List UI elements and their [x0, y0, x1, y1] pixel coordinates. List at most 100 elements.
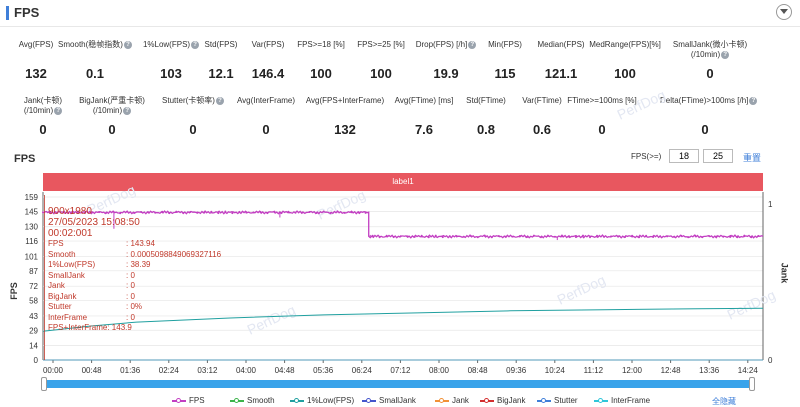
- fps-point: [252, 211, 255, 214]
- y-tick-label: 116: [25, 237, 38, 246]
- fps-point: [574, 236, 577, 239]
- legend-swatch-icon: [594, 397, 608, 403]
- fps-point: [336, 210, 339, 213]
- fps-point: [329, 212, 332, 215]
- fps-point: [63, 210, 66, 213]
- x-tick-label: 11:12: [584, 366, 604, 375]
- reset-link[interactable]: 重置: [743, 153, 762, 163]
- y-tick-label: 145: [25, 207, 39, 216]
- fps-point: [301, 211, 304, 214]
- stat-stats_row2-3: Avg(InterFrame) 0: [221, 96, 311, 137]
- fps-point: [539, 236, 542, 239]
- tooltip-key: Smooth: [48, 249, 76, 259]
- stat-label-text: Avg(FPS+InterFrame): [305, 96, 385, 105]
- legend-item[interactable]: FPS: [172, 396, 205, 405]
- help-icon[interactable]: ?: [749, 96, 758, 105]
- stat-label-line2: (/10min)?: [67, 106, 157, 116]
- stat-label: Var(FPS): [223, 40, 313, 50]
- stat-stats_row2-2: Stutter(卡顿率)? 0: [148, 96, 238, 137]
- fps-point: [659, 235, 662, 238]
- fps-point: [224, 210, 227, 213]
- stat-stats_row1-4: Var(FPS) 146.4: [223, 40, 313, 81]
- legend-item[interactable]: InterFrame: [594, 396, 650, 405]
- fps-point: [112, 210, 115, 213]
- fps-point: [133, 211, 136, 214]
- hide-all-link[interactable]: 全隐藏: [712, 397, 736, 406]
- stat-stats_row1-1: Smooth(稳帧指数)? 0.1: [50, 40, 140, 81]
- fps-point: [56, 211, 59, 214]
- tooltip-key: InterFrame: [48, 312, 88, 322]
- tooltip-key: FPS: [48, 239, 64, 248]
- stat-value: 19.9: [433, 66, 459, 81]
- fps-point: [231, 212, 234, 215]
- x-tick-label: 12:48: [661, 366, 682, 375]
- stat-stats_row1-10: MedRange(FPS)[%] 100: [580, 40, 670, 81]
- help-icon[interactable]: ?: [191, 40, 200, 49]
- help-icon[interactable]: ?: [54, 106, 63, 115]
- help-icon[interactable]: ?: [215, 96, 224, 105]
- scrollbar-handle-right[interactable]: [749, 377, 755, 391]
- fps-point: [147, 211, 150, 214]
- fps-point: [462, 235, 465, 238]
- stat-label-text: SmallJank(微小卡顿): [672, 40, 748, 49]
- fps-point: [140, 211, 143, 214]
- y-tick-label: 87: [29, 267, 38, 276]
- y-axis-label-right: Jank: [779, 262, 790, 284]
- legend-label: Smooth: [247, 396, 275, 405]
- legend-item[interactable]: 1%Low(FPS): [290, 396, 354, 405]
- fps-point: [161, 210, 164, 213]
- stat-label-text: Delta(FTime)>100ms [/h]: [660, 96, 749, 105]
- stat-label: Min(FPS): [460, 40, 550, 50]
- help-icon[interactable]: ?: [468, 40, 477, 49]
- fps-point: [441, 236, 444, 239]
- fps-point: [589, 236, 592, 239]
- fps-point: [308, 211, 311, 214]
- stat-label-text: BigJank(严重卡顿): [79, 96, 145, 105]
- label-band[interactable]: label1: [43, 173, 763, 191]
- legend-item[interactable]: Smooth: [230, 396, 275, 405]
- help-icon[interactable]: ?: [123, 106, 132, 115]
- legend-item[interactable]: Stutter: [537, 396, 578, 405]
- stat-label-text: MedRange(FPS)[%]: [589, 40, 661, 49]
- tooltip-key: SmallJank: [48, 270, 85, 280]
- stat-label-text: Min(FPS): [488, 40, 522, 49]
- y-tick-label: 14: [29, 342, 38, 351]
- y-tick-label: 101: [25, 252, 39, 261]
- legend-item[interactable]: Jank: [435, 396, 469, 405]
- legend-item[interactable]: BigJank: [480, 396, 525, 405]
- threshold-input-1[interactable]: [669, 149, 699, 163]
- stat-value: 0: [262, 122, 270, 137]
- legend-label: SmallJank: [379, 396, 416, 405]
- stat-value: 100: [370, 66, 392, 81]
- fps-point: [596, 234, 599, 237]
- fps-point: [210, 210, 213, 213]
- fps-point: [610, 235, 613, 238]
- collapse-button[interactable]: [776, 4, 792, 20]
- stat-value: 100: [310, 66, 332, 81]
- legend-item[interactable]: SmallJank: [362, 396, 416, 405]
- fps-point: [49, 211, 52, 214]
- stat-value: 103: [160, 66, 182, 81]
- fps-point: [189, 210, 192, 213]
- stat-label-text: Var(FPS): [251, 40, 285, 49]
- tooltip-key: Jank: [48, 281, 65, 290]
- tooltip-value: : 0.0005098849069327116: [126, 249, 222, 259]
- threshold-input-2[interactable]: [703, 149, 733, 163]
- scrollbar-handle-left[interactable]: [41, 377, 47, 391]
- tooltip-resolution: 900x1980: [48, 206, 92, 217]
- help-icon[interactable]: ?: [123, 40, 132, 49]
- fps-point: [624, 235, 627, 238]
- stat-value: 0: [189, 122, 197, 137]
- stat-label: Jank(卡顿): [0, 96, 88, 106]
- time-range-scrollbar[interactable]: [44, 380, 752, 388]
- fps-point: [238, 210, 241, 213]
- help-icon[interactable]: ?: [721, 50, 730, 59]
- tooltip-combined: FPS+InterFrame: 143.9: [48, 323, 132, 332]
- stat-label-text: Std(FPS): [204, 40, 238, 49]
- watermark: PerfDog: [245, 302, 298, 338]
- fps-point: [182, 212, 185, 215]
- fps-point: [203, 211, 206, 214]
- fps-point: [77, 210, 80, 213]
- watermark: PerfDog: [555, 272, 608, 308]
